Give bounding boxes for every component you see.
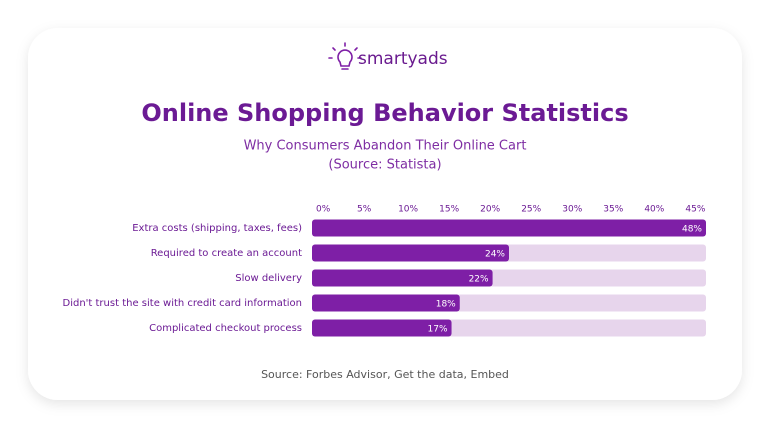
x-tick-label: 30%	[562, 205, 582, 215]
x-tick-label: 40%	[644, 205, 664, 215]
x-tick-label: 5%	[357, 205, 372, 215]
x-tick-label: 0%	[316, 205, 331, 215]
value-label: 22%	[469, 275, 489, 285]
chart-subtitle: Why Consumers Abandon Their Online Cart	[244, 139, 527, 154]
x-tick-label: 10%	[398, 205, 418, 215]
x-tick-label: 45%	[685, 205, 705, 215]
bar	[312, 244, 509, 262]
card	[28, 28, 742, 400]
source-note: (Source: Statista)	[328, 158, 441, 173]
bar	[312, 219, 706, 237]
value-label: 18%	[436, 300, 456, 310]
y-tick-label: Required to create an account	[151, 248, 302, 259]
y-tick-label: Complicated checkout process	[149, 323, 302, 334]
y-tick-label: Didn't trust the site with credit card i…	[63, 298, 303, 309]
y-tick-label: Extra costs (shipping, taxes, fees)	[132, 223, 302, 234]
x-tick-label: 20%	[480, 205, 500, 215]
chart-title: Online Shopping Behavior Statistics	[141, 99, 628, 127]
value-label: 17%	[428, 325, 448, 335]
bar	[312, 294, 460, 312]
brand: smartyads	[358, 49, 448, 69]
footer: Source: Forbes Advisor, Get the data, Em…	[261, 368, 509, 381]
bar	[312, 269, 493, 287]
bar	[312, 319, 452, 337]
logo-icon	[328, 42, 362, 70]
x-tick-label: 25%	[521, 205, 541, 215]
value-label: 48%	[682, 225, 702, 235]
x-tick-label: 15%	[439, 205, 459, 215]
y-tick-label: Slow delivery	[235, 273, 302, 284]
x-tick-label: 35%	[603, 205, 623, 215]
value-label: 24%	[485, 250, 505, 260]
